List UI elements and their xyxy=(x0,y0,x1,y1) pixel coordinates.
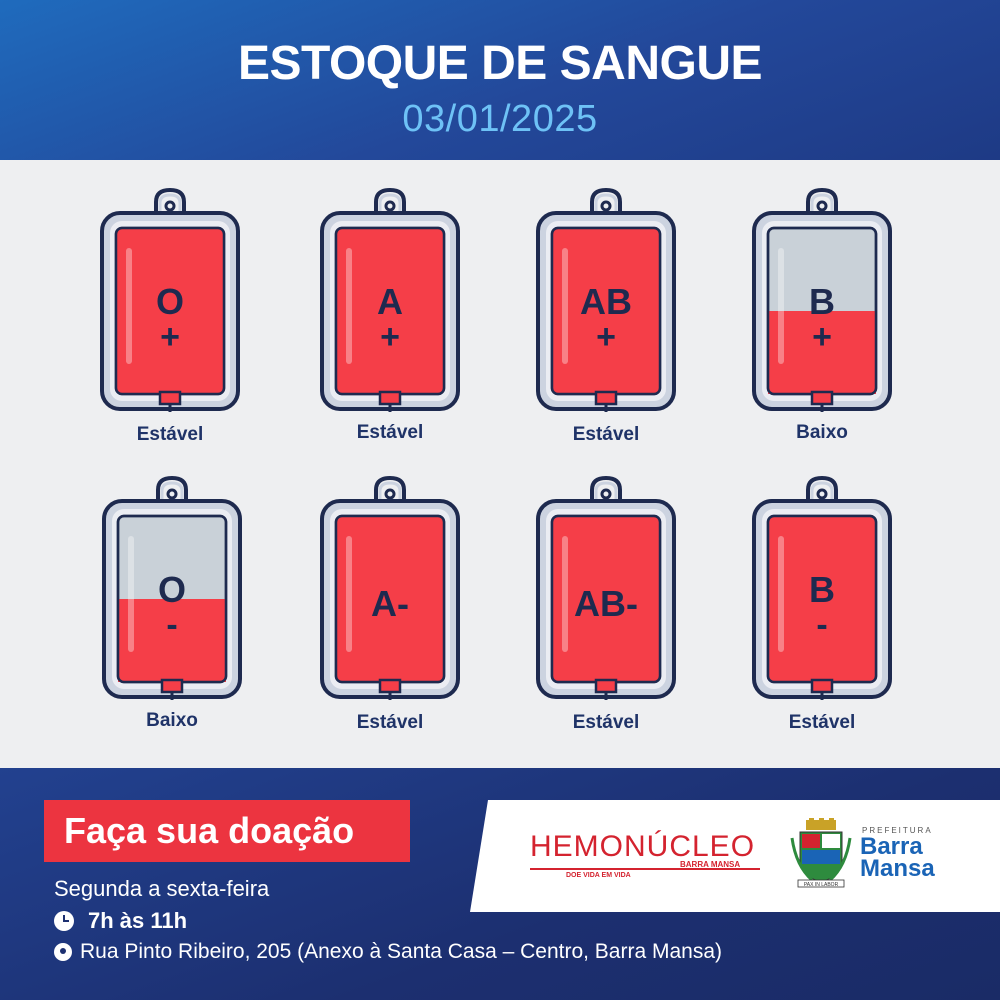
donation-address: Rua Pinto Ribeiro, 205 (Anexo à Santa Ca… xyxy=(54,940,722,964)
blood-bag-icon xyxy=(536,475,676,700)
hemonucleo-tagline: DOE VIDA EM VIDA xyxy=(566,872,631,879)
blood-type-label: O xyxy=(155,281,184,322)
stock-status: Estável xyxy=(572,424,640,445)
blood-type-label: AB xyxy=(580,281,632,322)
prefeitura-name: Barra Mansa xyxy=(860,833,935,882)
stock-status: Baixo xyxy=(146,710,198,731)
stock-status: Estável xyxy=(356,422,424,443)
stock-status: Estável xyxy=(356,712,424,733)
logo-panel xyxy=(470,800,1000,912)
blood-bag-icon xyxy=(102,475,242,700)
blood-bag-icon xyxy=(536,187,676,412)
clock-icon xyxy=(54,911,74,931)
blood-bag: AB- Estável xyxy=(530,474,690,734)
blood-bag-icon xyxy=(100,187,240,412)
blood-type-label: A- xyxy=(371,583,409,624)
blood-bag-icon xyxy=(320,187,460,412)
crest-motto: PAX IN LABOR xyxy=(804,882,839,888)
hemonucleo-logo-line xyxy=(530,868,760,870)
donation-hours: 7h às 11h xyxy=(54,908,187,934)
donate-cta[interactable]: Faça sua doação xyxy=(44,800,410,862)
stock-status: Baixo xyxy=(796,422,848,443)
hemonucleo-logo-text: HEMONÚCLEO xyxy=(530,830,756,863)
prefeitura-name-line1: Barra xyxy=(860,833,923,860)
hemonucleo-sub: BARRA MANSA xyxy=(680,860,741,869)
blood-bag: B - Estável xyxy=(746,474,906,734)
blood-rh-sign: + xyxy=(380,318,400,356)
prefeitura-label: PREFEITURA xyxy=(862,826,933,835)
blood-type-label: AB- xyxy=(574,583,638,624)
header-banner: ESTOQUE DE SANGUE 03/01/2025 xyxy=(0,0,1000,160)
donation-days: Segunda a sexta-feira xyxy=(54,876,270,901)
page-title: ESTOQUE DE SANGUE xyxy=(237,37,763,90)
donation-address-text: Rua Pinto Ribeiro, 205 (Anexo à Santa Ca… xyxy=(80,940,723,963)
blood-bag: O + Estável xyxy=(94,186,254,446)
blood-rh-sign: + xyxy=(812,318,832,356)
blood-type-label: B xyxy=(809,569,835,610)
donation-hours-text: 7h às 11h xyxy=(88,908,188,933)
location-pin-icon xyxy=(54,943,72,961)
stock-status: Estável xyxy=(788,712,856,733)
blood-bag: B + Baixo xyxy=(746,186,906,446)
blood-bag-icon xyxy=(320,475,460,700)
prefeitura-name-line2: Mansa xyxy=(860,855,935,882)
page-date: 03/01/2025 xyxy=(402,98,598,140)
blood-bag: AB + Estável xyxy=(530,186,690,446)
blood-type-label: O xyxy=(157,569,186,610)
blood-bag-icon xyxy=(752,187,892,412)
blood-rh-sign: + xyxy=(160,318,180,356)
blood-bag: O - Baixo xyxy=(96,474,256,734)
blood-rh-sign: + xyxy=(596,318,616,356)
blood-bag-icon xyxy=(752,475,892,700)
blood-type-label: B xyxy=(809,281,835,322)
blood-bag: A- Estável xyxy=(314,474,474,734)
blood-rh-sign: - xyxy=(816,606,828,644)
stock-status: Estável xyxy=(572,712,640,733)
blood-rh-sign: - xyxy=(166,606,178,644)
hemonucleo-logo: HEMONÚCLEO DOE VIDA EM VIDA BARRA MANSA xyxy=(530,830,770,886)
blood-bag: A + Estável xyxy=(314,186,474,446)
blood-type-label: A xyxy=(377,281,403,322)
stock-status: Estável xyxy=(136,424,204,445)
barra-mansa-crest-icon: PAX IN LABOR xyxy=(790,818,852,888)
